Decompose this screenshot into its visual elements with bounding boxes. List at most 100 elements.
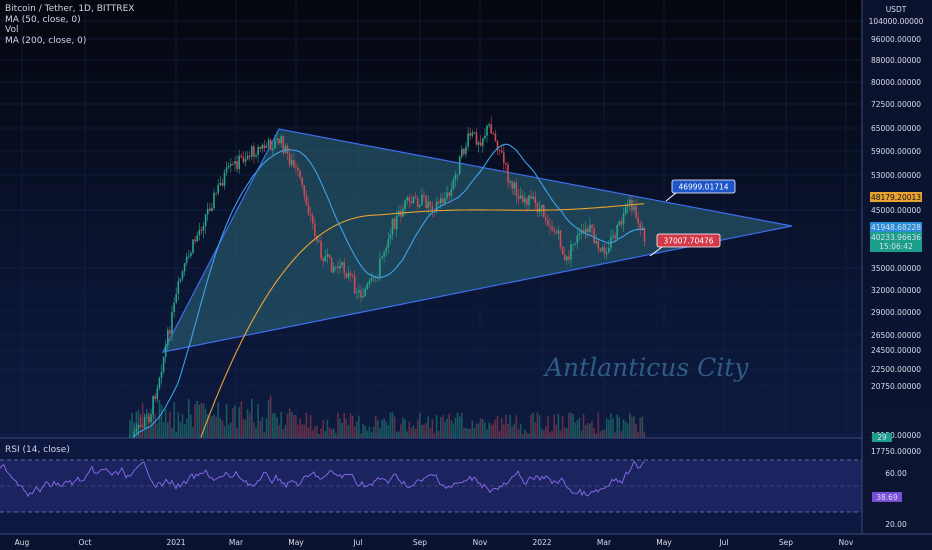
candle <box>345 273 348 278</box>
volume-bar <box>635 423 637 438</box>
candle <box>181 271 184 279</box>
price-tick: 72500.00000 <box>871 100 921 109</box>
candle <box>435 201 438 211</box>
volume-bar <box>221 420 224 438</box>
price-ticks: 104000.00000 96000.00000 88000.00000 80000.… <box>869 17 924 456</box>
volume-bar <box>639 417 642 438</box>
time-axis[interactable] <box>0 534 932 550</box>
volume-bar <box>393 416 396 438</box>
triangle-pattern[interactable] <box>161 128 793 353</box>
candle <box>637 217 639 224</box>
rsi-title: RSI (14, close) <box>5 445 70 455</box>
volume-bar <box>515 415 518 438</box>
volume-bar <box>482 419 484 438</box>
legend-vol: Vol <box>5 25 19 35</box>
volume-bar <box>131 412 133 438</box>
volume-bar <box>368 426 371 438</box>
volume-bar <box>469 428 471 438</box>
volume-bar <box>595 433 597 438</box>
candle <box>521 195 524 203</box>
volume-bar <box>500 417 503 438</box>
volume-bar <box>536 412 539 438</box>
volume-bar <box>379 428 381 438</box>
candle <box>276 138 278 140</box>
candle <box>135 428 138 432</box>
candle <box>528 195 530 205</box>
volume-bar <box>192 426 194 438</box>
volume-bar <box>578 417 581 438</box>
candle <box>200 229 203 231</box>
candle <box>154 395 156 399</box>
resistance-tag[interactable]: 46999.01714 <box>665 179 736 202</box>
volume-bar <box>631 416 633 438</box>
volume-bar <box>616 414 618 438</box>
candle <box>608 247 610 253</box>
volume-bar <box>173 402 175 438</box>
candle <box>366 284 369 289</box>
candle <box>414 196 417 199</box>
candle <box>295 167 297 168</box>
candle <box>282 136 285 153</box>
volume-bar <box>314 426 316 438</box>
volume-bar <box>387 425 390 438</box>
candle <box>618 221 621 226</box>
support-tag[interactable]: 37007.70476 <box>649 233 721 257</box>
candle <box>572 244 574 246</box>
volume-bar <box>196 400 198 438</box>
svg-text:41948.68228: 41948.68228 <box>871 223 921 232</box>
candle <box>612 235 614 237</box>
candle <box>183 263 186 272</box>
volume-bar <box>267 400 270 438</box>
candle <box>410 200 413 204</box>
volume-bar <box>391 412 394 438</box>
candle <box>515 182 518 196</box>
candle <box>284 145 287 153</box>
price-tick: 32000.00000 <box>871 286 921 295</box>
volume-bar <box>551 430 553 438</box>
candle <box>370 277 373 281</box>
volume-bar <box>185 418 188 438</box>
candle <box>169 330 171 335</box>
volume-bar <box>568 412 570 438</box>
time-tick: Nov <box>839 538 854 547</box>
candle <box>368 280 371 285</box>
volume-bar <box>251 398 253 438</box>
candle <box>209 208 211 211</box>
volume-bar <box>400 423 402 438</box>
candle <box>299 170 301 178</box>
volume-bar <box>566 427 568 438</box>
volume-bar <box>463 427 465 438</box>
candle <box>427 201 429 208</box>
candle <box>513 182 516 189</box>
candle <box>437 201 440 204</box>
volume-bar <box>244 419 247 438</box>
candle <box>272 148 274 150</box>
volume-bar <box>259 420 261 438</box>
volume-bar <box>217 402 219 438</box>
volume-bar <box>316 425 318 438</box>
candle <box>259 146 261 149</box>
candle <box>450 189 453 197</box>
candle <box>385 247 387 252</box>
volume-bar <box>335 433 337 438</box>
price-tick: 26500.00000 <box>871 331 921 340</box>
volume-bar <box>303 424 306 438</box>
candle <box>318 240 320 242</box>
volume-bar <box>412 425 415 438</box>
candle <box>307 205 310 214</box>
candle <box>347 272 350 278</box>
candle <box>488 124 490 126</box>
price-axis[interactable] <box>862 0 932 550</box>
volume-bar <box>419 412 421 438</box>
candle <box>505 163 507 165</box>
candle <box>339 265 341 269</box>
candle <box>461 148 463 157</box>
volume-bar <box>385 421 387 438</box>
svg-text:48179.20013: 48179.20013 <box>871 193 921 202</box>
candle <box>234 161 236 165</box>
candles <box>129 116 646 447</box>
volume-bar <box>198 404 201 438</box>
candle <box>158 377 161 389</box>
candle <box>146 416 148 418</box>
